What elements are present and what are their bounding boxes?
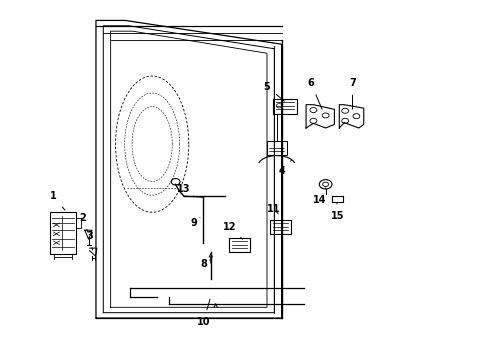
Text: 5: 5 <box>264 82 284 101</box>
Bar <box>267 140 287 155</box>
Text: 2: 2 <box>79 213 88 232</box>
Bar <box>270 220 291 234</box>
Bar <box>49 212 76 253</box>
Text: 6: 6 <box>308 78 322 109</box>
Text: 8: 8 <box>200 259 212 269</box>
Text: 13: 13 <box>177 184 194 196</box>
Text: 11: 11 <box>267 204 280 214</box>
Text: 15: 15 <box>331 202 344 221</box>
Text: 7: 7 <box>349 78 356 109</box>
Bar <box>229 238 250 252</box>
Bar <box>273 99 297 114</box>
Text: 14: 14 <box>313 188 326 205</box>
Text: 4: 4 <box>278 160 292 176</box>
Text: 12: 12 <box>222 222 243 239</box>
Text: 3: 3 <box>86 231 93 250</box>
Text: 1: 1 <box>50 191 65 210</box>
Text: 10: 10 <box>196 299 210 327</box>
Text: 9: 9 <box>190 218 200 228</box>
